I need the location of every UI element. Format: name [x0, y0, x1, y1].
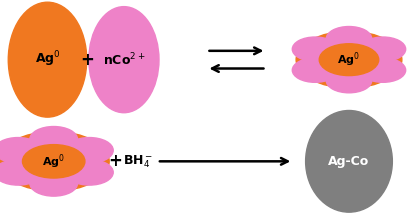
Circle shape [0, 132, 109, 191]
Circle shape [326, 69, 372, 93]
Text: Ag$^0$: Ag$^0$ [35, 50, 60, 69]
Text: Ag$^0$: Ag$^0$ [42, 152, 65, 171]
Circle shape [66, 137, 113, 163]
Circle shape [360, 58, 406, 82]
Ellipse shape [8, 2, 87, 117]
Circle shape [326, 27, 372, 51]
Circle shape [66, 160, 113, 185]
Circle shape [0, 137, 42, 163]
Circle shape [30, 126, 78, 152]
Text: Ag$^0$: Ag$^0$ [337, 50, 361, 69]
Circle shape [296, 31, 402, 88]
Text: nCo$^{2+}$: nCo$^{2+}$ [103, 51, 145, 68]
Ellipse shape [89, 7, 159, 113]
Circle shape [292, 58, 338, 82]
Circle shape [292, 37, 338, 61]
Circle shape [319, 44, 379, 76]
Text: +: + [80, 51, 94, 69]
Circle shape [0, 160, 42, 185]
Circle shape [360, 37, 406, 61]
Ellipse shape [306, 110, 392, 212]
Text: +: + [109, 152, 123, 170]
Circle shape [22, 145, 85, 178]
Text: BH$_4^-$: BH$_4^-$ [123, 153, 154, 170]
Circle shape [30, 171, 78, 196]
Text: Ag-Co: Ag-Co [328, 155, 370, 168]
